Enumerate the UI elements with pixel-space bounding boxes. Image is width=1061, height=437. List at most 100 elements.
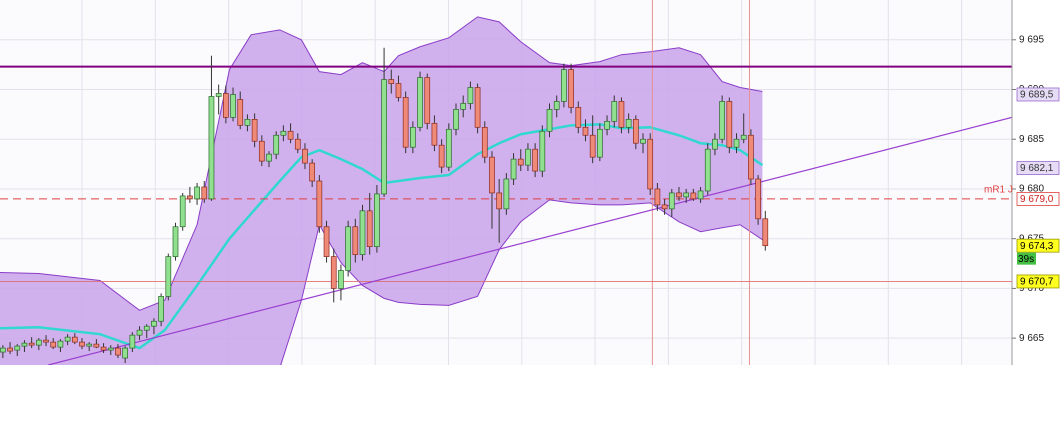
candle-body: [748, 134, 754, 180]
candle-body: [35, 339, 42, 346]
candle-body: [352, 226, 359, 255]
price-marker: [1016, 161, 1060, 175]
candle-body: [122, 347, 129, 359]
candle-body: [395, 83, 402, 98]
candle-body: [79, 341, 85, 347]
candle-body: [726, 101, 733, 148]
countdown-label: 39s: [1018, 254, 1034, 265]
candle-body: [302, 148, 308, 164]
candle-body: [165, 256, 172, 297]
candle-body: [568, 69, 574, 108]
candle-body: [86, 343, 93, 347]
candle-body: [719, 101, 725, 140]
candle-body: [582, 126, 589, 136]
candle-body: [294, 138, 301, 150]
candle-body: [251, 118, 258, 142]
candle-body: [338, 270, 344, 289]
candle-body: [668, 192, 675, 210]
candle-body: [733, 138, 740, 148]
candle-body: [129, 334, 136, 349]
candle-body: [7, 347, 13, 352]
candle-body: [632, 118, 639, 144]
candle-body: [597, 128, 603, 158]
candle-body: [316, 180, 323, 228]
candle-body: [517, 158, 524, 166]
candle-body: [237, 99, 244, 126]
y-tick-label: 9 695: [1019, 34, 1044, 45]
candle-body: [690, 192, 697, 200]
candle-body: [589, 134, 596, 158]
trend-line: [48, 116, 1012, 365]
candle-body: [50, 341, 57, 348]
candle-body: [151, 320, 157, 327]
price-marker-label: 9 689,5: [1020, 90, 1054, 101]
candle-body: [410, 126, 416, 148]
candle-body: [417, 77, 423, 128]
y-tick-label: 9 670: [1019, 283, 1044, 294]
candle-body: [323, 226, 330, 257]
candle-body: [431, 122, 438, 146]
candle-body: [481, 126, 488, 158]
candle-body: [460, 103, 467, 110]
price-marker-label: 9 674,3: [1020, 241, 1054, 252]
candle-body: [194, 186, 200, 200]
candle-body: [158, 296, 164, 322]
candle-body: [618, 101, 625, 128]
candle-body: [474, 87, 481, 128]
candle-body: [71, 336, 78, 343]
candle-body: [187, 195, 193, 200]
candle-body: [676, 192, 682, 198]
candle-body: [489, 156, 495, 194]
candle-body: [647, 138, 654, 190]
candle-body: [532, 148, 538, 172]
candle-body: [280, 130, 287, 136]
candle-body: [611, 101, 618, 122]
candle-body: [683, 192, 690, 198]
candle-body: [381, 79, 387, 195]
candle-body: [712, 138, 718, 150]
candle-body: [100, 346, 107, 351]
candle-body: [496, 192, 503, 210]
candle-body: [740, 134, 747, 140]
candle-body: [388, 79, 395, 84]
candle-body: [115, 347, 121, 356]
band-middle: [0, 123, 764, 350]
candle-body: [14, 345, 21, 351]
candle-body: [330, 256, 337, 289]
price-marker: [1016, 238, 1060, 253]
candle-body: [107, 347, 114, 351]
candle-body: [215, 93, 222, 97]
plot: [0, 0, 1012, 365]
band-upper: [0, 16, 763, 311]
candle-body: [136, 329, 143, 336]
candle-body: [546, 109, 553, 132]
candle-body: [625, 118, 632, 128]
candle-body: [445, 128, 452, 168]
band-lower: [280, 199, 763, 365]
price-marker-label: 9 679,0: [1020, 194, 1054, 205]
candle-body: [755, 178, 761, 220]
candle-body: [374, 193, 380, 247]
candle-body: [143, 325, 150, 331]
candle-body: [553, 101, 560, 110]
countdown-box: [1017, 252, 1036, 265]
candle-body: [57, 340, 64, 348]
candle-body: [704, 148, 711, 192]
price-marker: [1016, 274, 1060, 289]
candle-body: [345, 226, 351, 271]
candle-body: [201, 186, 208, 200]
y-tick-label: 9 665: [1019, 333, 1044, 344]
price-marker: [1016, 192, 1060, 206]
candle-body: [172, 226, 179, 257]
candle-body: [402, 97, 409, 148]
candle-body: [43, 339, 49, 343]
candle-body: [258, 140, 265, 162]
y-tick-label: 9 685: [1019, 134, 1044, 145]
candle-body: [525, 148, 531, 166]
candle-body: [762, 218, 769, 247]
candle-body: [561, 69, 567, 102]
candle-body: [359, 210, 366, 255]
candle-body: [654, 188, 661, 206]
candle-body: [661, 204, 668, 210]
